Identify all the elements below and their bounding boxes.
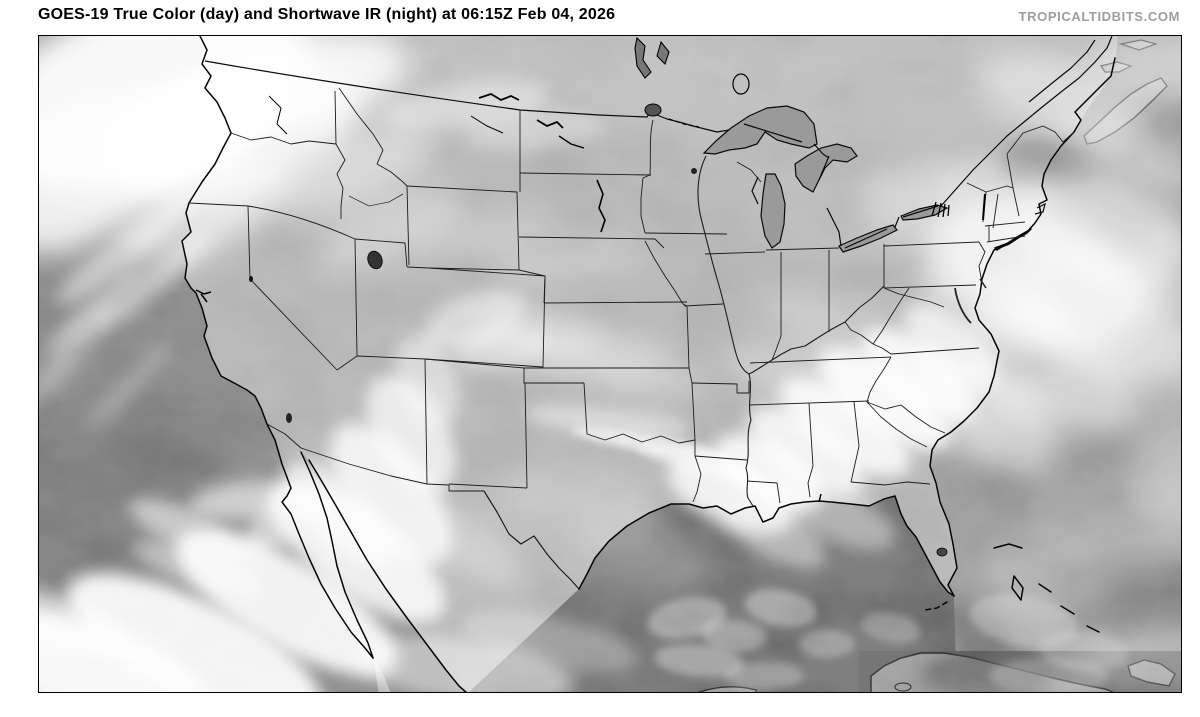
- watermark: TROPICALTIDBITS.COM: [1018, 9, 1180, 24]
- satellite-image-frame: [38, 35, 1182, 693]
- lake-oahe: [596, 179, 606, 233]
- bahamas: [993, 543, 1100, 633]
- lake-sakakawea: [536, 119, 564, 129]
- cape-cod: [1034, 202, 1046, 215]
- ohio-river: [748, 285, 885, 375]
- st-lawrence-river: [940, 36, 1113, 207]
- coastlines: [181, 36, 1116, 692]
- lake-ontario: [900, 204, 949, 221]
- mille-lacs-lake: [691, 168, 697, 174]
- atlantic-coast: [929, 57, 1116, 597]
- lake-champlain: [982, 193, 986, 221]
- green-bay: [751, 176, 759, 205]
- salton-sea: [286, 413, 292, 423]
- columbia-river: [268, 95, 288, 135]
- florida-keys: [924, 601, 948, 611]
- title-bar: GOES-19 True Color (day) and Shortwave I…: [0, 0, 1200, 35]
- great-salt-lake: [367, 250, 383, 270]
- satellite-map: [39, 36, 1181, 692]
- snake-river: [348, 193, 404, 207]
- canada-border: [204, 36, 1113, 249]
- finger-lakes: [931, 201, 950, 218]
- long-island: [994, 228, 1032, 251]
- st-lawrence-north-shore: [1028, 39, 1096, 103]
- pacific-coast: [181, 36, 374, 659]
- baja-east-coast: [300, 451, 374, 659]
- san-francisco-bay: [195, 289, 212, 303]
- lake-erie: [838, 224, 898, 253]
- lake-nipigon: [732, 73, 750, 95]
- small-water-features: [195, 36, 1046, 557]
- lake-manitoba: [656, 40, 670, 66]
- lake-of-the-woods: [644, 103, 662, 117]
- lake-superior: [702, 105, 818, 155]
- rainy-lake-chain: [668, 118, 700, 128]
- delaware-bay: [979, 278, 987, 289]
- lake-winnipeg: [634, 36, 652, 79]
- lake-huron: [794, 143, 858, 193]
- mississippi-river: [697, 155, 754, 507]
- state-borders: [188, 87, 1075, 590]
- missouri-river-nd: [558, 135, 585, 149]
- mexico-mainland-coast: [308, 459, 467, 692]
- rio-grande: [483, 490, 580, 590]
- great-lakes: [702, 105, 949, 253]
- mobile-bay: [818, 493, 822, 503]
- lake-tahoe: [249, 276, 253, 282]
- gulf-coast: [578, 495, 955, 597]
- page-title: GOES-19 True Color (day) and Shortwave I…: [38, 6, 616, 23]
- lake-okeechobee: [936, 547, 948, 557]
- grain-texture: [39, 36, 1181, 692]
- yellowstone-river: [470, 115, 504, 134]
- fort-peck-lake: [478, 93, 520, 102]
- chesapeake-bay: [954, 287, 972, 324]
- lake-michigan: [760, 173, 786, 249]
